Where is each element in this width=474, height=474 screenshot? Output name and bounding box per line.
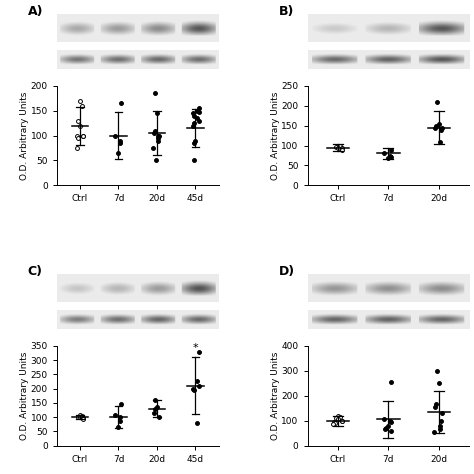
Text: *: * bbox=[193, 343, 198, 353]
Y-axis label: O.D. Arbitrary Units: O.D. Arbitrary Units bbox=[20, 91, 29, 180]
Text: C): C) bbox=[28, 265, 43, 278]
Text: A): A) bbox=[28, 5, 43, 18]
Text: B): B) bbox=[278, 5, 294, 18]
Y-axis label: O.D. Arbitrary Units: O.D. Arbitrary Units bbox=[271, 91, 280, 180]
Y-axis label: O.D. Arbitrary Units: O.D. Arbitrary Units bbox=[20, 352, 29, 440]
Text: D): D) bbox=[278, 265, 294, 278]
Y-axis label: O.D. Arbitrary Units: O.D. Arbitrary Units bbox=[271, 352, 280, 440]
